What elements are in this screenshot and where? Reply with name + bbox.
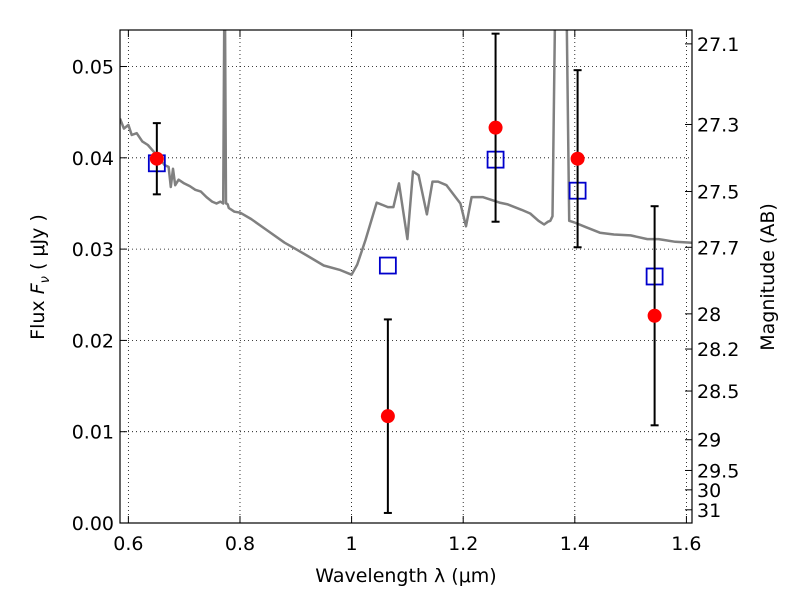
y-tick-label: 0.05: [72, 57, 114, 79]
y-axis-title: Flux Fν ( μJy ): [27, 214, 53, 340]
axis-ticks: 0.6 0.8 1 1.2 1.4 1.6 0.00 0.01 0.02 0.03 0.04 0.05…: [72, 30, 739, 555]
x-axis-title: Wavelength λ (μm): [315, 565, 496, 587]
plot-area: [120, 30, 692, 514]
observed-photometry-point: [380, 409, 395, 424]
y2-tick-label: 29.5: [697, 460, 739, 482]
y-tick-label: 0.04: [72, 148, 114, 170]
y2-tick-label: 27.5: [697, 182, 739, 204]
x-tick-label: 1.6: [671, 533, 701, 555]
y2-tick-label: 28.2: [697, 339, 739, 361]
observed-photometry-point: [570, 151, 585, 166]
y2-tick-label: 28.5: [697, 381, 739, 403]
plot-frame: [119, 29, 693, 524]
y2-tick-label: 28: [697, 304, 721, 326]
y-axis-title-symbol: F: [27, 282, 49, 294]
model-photometry-point: [378, 256, 397, 275]
y2-tick-label: 30: [697, 480, 721, 502]
y2-tick-label: 31: [697, 500, 721, 522]
y2-tick-label: 27.3: [697, 114, 739, 136]
y-tick-label: 0.02: [72, 330, 114, 352]
y2-tick-label: 29: [697, 430, 721, 452]
x-tick-label: 0.8: [225, 533, 255, 555]
x-tick-label: 1.4: [560, 533, 590, 555]
y-axis-title-subscript: ν: [38, 276, 53, 283]
y-tick-label: 0.01: [72, 422, 114, 444]
observed-photometry-point: [149, 151, 164, 166]
y-axis-title-prefix: Flux: [27, 294, 49, 340]
observed-photometry-point: [488, 120, 503, 135]
y-axis-title-suffix: ( μJy ): [27, 214, 49, 276]
observed-photometry-point: [647, 308, 662, 323]
y-tick-label: 0.00: [72, 513, 114, 535]
x-tick-label: 0.6: [113, 533, 143, 555]
model-spectrum-line: [120, 30, 692, 276]
y2-tick-label: 27.7: [697, 237, 739, 259]
x-tick-label: 1.2: [448, 533, 478, 555]
y2-tick-label: 27.1: [697, 34, 739, 56]
y-tick-label: 0.03: [72, 239, 114, 261]
x-tick-label: 1: [346, 533, 358, 555]
secondary-y-axis-title: Magnitude (AB): [757, 203, 779, 351]
gridlines: [120, 30, 692, 523]
